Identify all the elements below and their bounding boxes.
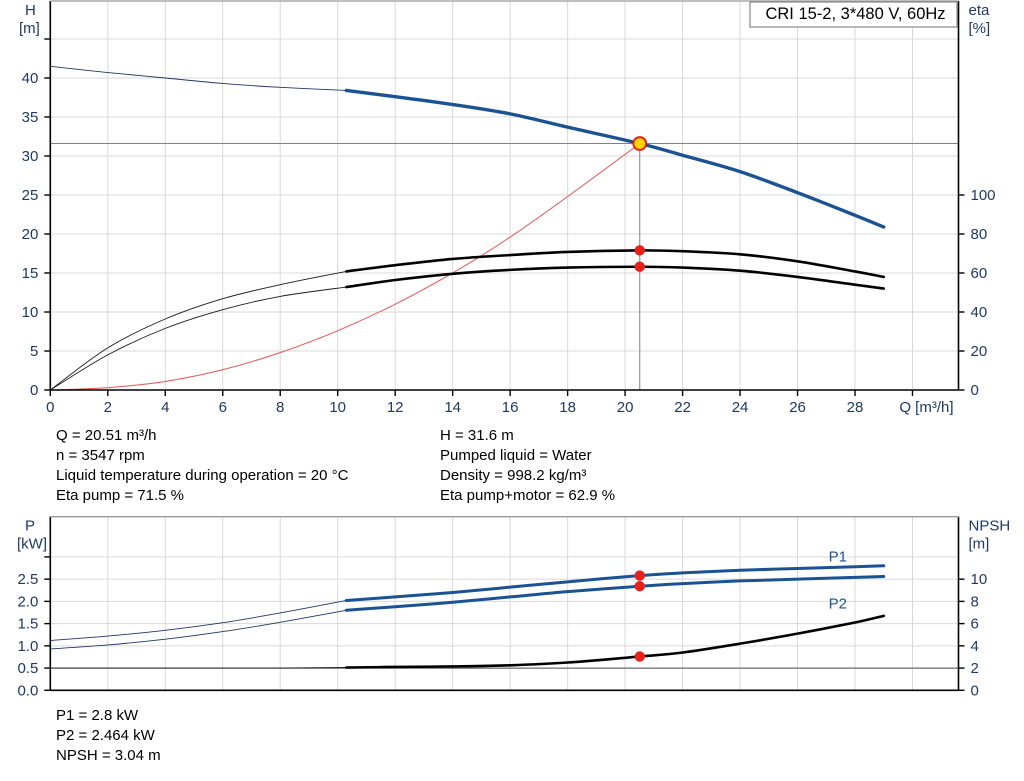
svg-text:0.0: 0.0 bbox=[17, 682, 38, 699]
svg-text:40: 40 bbox=[971, 304, 988, 321]
svg-text:22: 22 bbox=[674, 399, 691, 416]
svg-text:P: P bbox=[25, 518, 35, 535]
svg-text:10: 10 bbox=[329, 399, 346, 416]
svg-text:CRI 15-2, 3*480 V, 60Hz: CRI 15-2, 3*480 V, 60Hz bbox=[765, 5, 945, 23]
svg-text:14: 14 bbox=[444, 399, 461, 416]
svg-text:[%]: [%] bbox=[969, 20, 991, 37]
svg-text:26: 26 bbox=[789, 399, 806, 416]
svg-text:40: 40 bbox=[22, 70, 39, 87]
svg-text:2: 2 bbox=[971, 660, 979, 677]
svg-text:20: 20 bbox=[617, 399, 634, 416]
svg-text:H: H bbox=[25, 2, 36, 19]
svg-text:P2: P2 bbox=[829, 595, 847, 612]
svg-text:20: 20 bbox=[971, 343, 988, 360]
svg-text:100: 100 bbox=[971, 187, 996, 204]
svg-text:P1: P1 bbox=[829, 549, 847, 566]
svg-text:4: 4 bbox=[971, 638, 979, 655]
svg-text:0.5: 0.5 bbox=[17, 660, 38, 677]
svg-text:2: 2 bbox=[104, 399, 112, 416]
svg-text:[m]: [m] bbox=[19, 20, 40, 37]
svg-text:18: 18 bbox=[559, 399, 576, 416]
svg-text:10: 10 bbox=[971, 571, 988, 588]
svg-text:30: 30 bbox=[22, 148, 39, 165]
svg-text:0: 0 bbox=[971, 682, 979, 699]
svg-text:5: 5 bbox=[30, 343, 38, 360]
svg-text:15: 15 bbox=[22, 265, 39, 282]
svg-text:NPSH: NPSH bbox=[969, 518, 1011, 535]
svg-text:6: 6 bbox=[219, 399, 227, 416]
svg-text:4: 4 bbox=[161, 399, 169, 416]
svg-text:6: 6 bbox=[971, 616, 979, 633]
svg-text:20: 20 bbox=[22, 226, 39, 243]
svg-text:0: 0 bbox=[30, 382, 38, 399]
svg-text:8: 8 bbox=[276, 399, 284, 416]
svg-text:24: 24 bbox=[732, 399, 749, 416]
svg-text:2.5: 2.5 bbox=[17, 571, 38, 588]
svg-text:80: 80 bbox=[971, 226, 988, 243]
svg-text:1.5: 1.5 bbox=[17, 616, 38, 633]
svg-text:Q [m³/h]: Q [m³/h] bbox=[899, 399, 953, 416]
svg-text:0: 0 bbox=[46, 399, 54, 416]
svg-text:2.0: 2.0 bbox=[17, 593, 38, 610]
svg-text:8: 8 bbox=[971, 593, 979, 610]
svg-text:10: 10 bbox=[22, 304, 39, 321]
svg-text:28: 28 bbox=[847, 399, 864, 416]
svg-text:1.0: 1.0 bbox=[17, 638, 38, 655]
svg-text:16: 16 bbox=[502, 399, 519, 416]
svg-text:[m]: [m] bbox=[969, 536, 990, 553]
svg-text:60: 60 bbox=[971, 265, 988, 282]
svg-text:[kW]: [kW] bbox=[17, 536, 47, 553]
svg-text:12: 12 bbox=[387, 399, 404, 416]
svg-text:25: 25 bbox=[22, 187, 39, 204]
svg-text:eta: eta bbox=[969, 2, 991, 19]
svg-text:35: 35 bbox=[22, 109, 39, 126]
svg-text:0: 0 bbox=[971, 382, 979, 399]
